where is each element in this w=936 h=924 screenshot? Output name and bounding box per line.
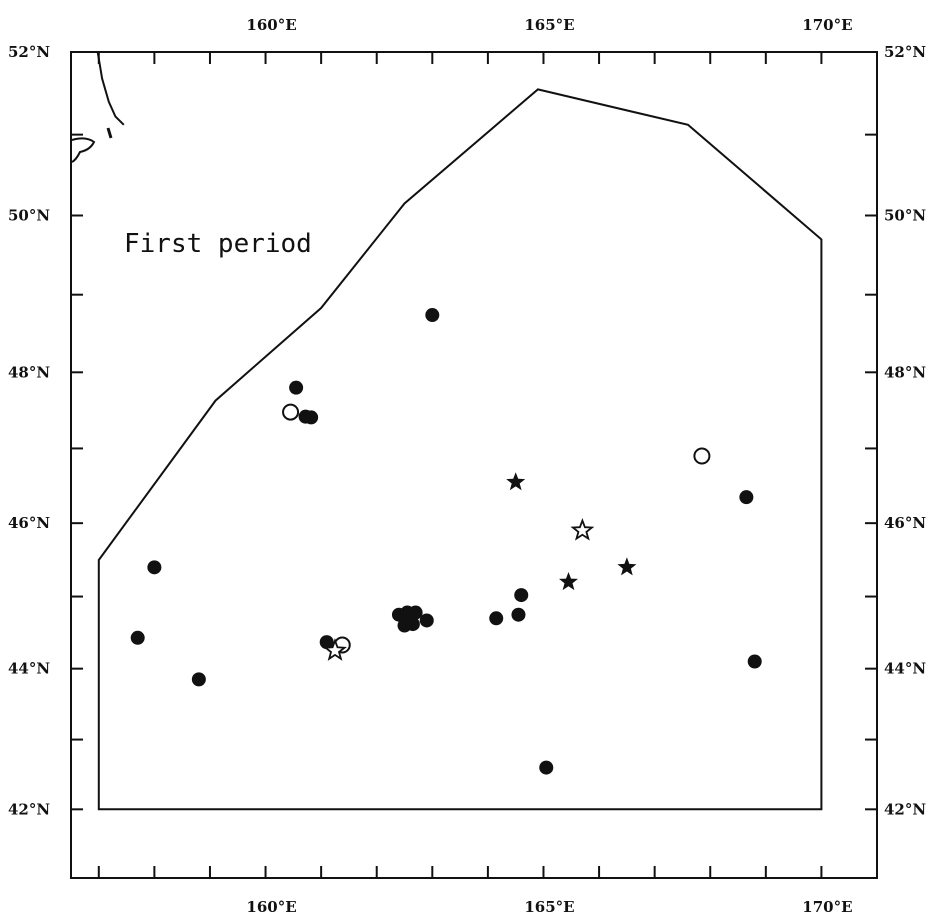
lat-label-left: 44°N (8, 660, 50, 678)
lat-label-right: 42°N (884, 800, 926, 818)
lat-label-left: 42°N (8, 800, 50, 818)
station-filled-circle (511, 608, 525, 622)
axis-ticks (71, 52, 877, 878)
lon-label-bottom: 170°E (802, 898, 852, 916)
lat-label-right: 52°N (884, 43, 926, 61)
station-open-circle (283, 405, 298, 420)
period-label: First period (124, 229, 312, 259)
station-filled-circle (192, 672, 206, 686)
coastline-path (98, 52, 124, 125)
station-filled-circle (406, 617, 420, 631)
lat-label-right: 48°N (884, 363, 926, 381)
lat-label-left: 52°N (8, 43, 50, 61)
station-filled-circle (514, 588, 528, 602)
station-filled-circle (739, 490, 753, 504)
station-filled-circle (425, 308, 439, 322)
lat-label-right: 46°N (884, 514, 926, 532)
station-filled-circle (304, 410, 318, 424)
station-filled-circle (131, 631, 145, 645)
survey-area (99, 89, 822, 809)
lat-label-right: 44°N (884, 660, 926, 678)
lon-label-bottom: 160°E (246, 898, 296, 916)
map-frame (71, 52, 877, 878)
lat-label-left: 48°N (8, 363, 50, 381)
lat-label-left: 46°N (8, 514, 50, 532)
station-open-star (573, 521, 592, 539)
lon-label-bottom: 165°E (524, 898, 574, 916)
station-filled-circle (748, 655, 762, 669)
stations (131, 308, 762, 775)
station-filled-circle (539, 761, 553, 775)
station-filled-circle (420, 613, 434, 627)
station-filled-star (559, 572, 578, 590)
lon-label-top: 170°E (802, 16, 852, 34)
survey-area-boundary (99, 89, 822, 809)
station-filled-circle (489, 611, 503, 625)
lat-label-right: 50°N (884, 206, 926, 224)
coastline (72, 52, 124, 162)
station-filled-star (506, 472, 525, 490)
station-filled-circle (147, 560, 161, 574)
lon-label-top: 160°E (246, 16, 296, 34)
lon-label-top: 165°E (524, 16, 574, 34)
island (108, 128, 111, 138)
station-open-circle (694, 448, 709, 463)
station-filled-star (617, 557, 636, 575)
lat-label-left: 50°N (8, 206, 50, 224)
station-filled-circle (289, 381, 303, 395)
coastline-fragment (72, 138, 94, 162)
